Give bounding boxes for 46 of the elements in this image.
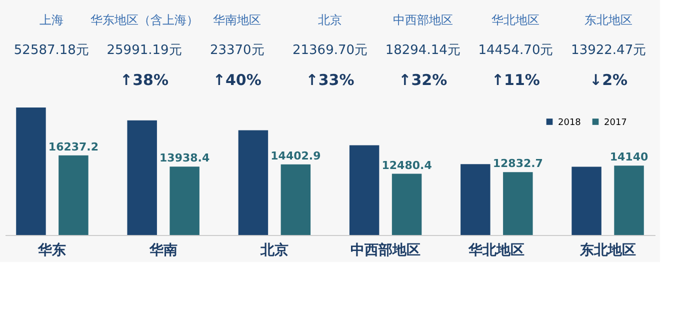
x-tick-label: 华东 bbox=[37, 242, 66, 258]
x-tick-label: 东北地区 bbox=[578, 242, 636, 258]
text: 东北地区 bbox=[584, 13, 633, 27]
bar bbox=[238, 130, 268, 235]
text: 14454.70元 bbox=[478, 43, 554, 58]
legend-label: 2017 bbox=[604, 118, 627, 128]
text: 华东地区（含上海） bbox=[90, 13, 198, 27]
data-label: 12832.7 bbox=[492, 157, 543, 170]
text: 中西部地区 bbox=[392, 13, 453, 27]
x-tick-label: 北京 bbox=[259, 242, 288, 258]
data-label: 13938.4 bbox=[160, 152, 210, 165]
text: 13922.47元 bbox=[571, 43, 646, 58]
bar bbox=[16, 108, 46, 235]
bar bbox=[58, 155, 88, 235]
x-tick-label: 华南 bbox=[148, 242, 178, 258]
bar bbox=[572, 166, 602, 235]
bar bbox=[392, 174, 422, 235]
legend-label: 2018 bbox=[558, 118, 582, 128]
text: 21369.70元 bbox=[292, 43, 368, 58]
text: ↓2% bbox=[590, 71, 628, 89]
text: ↑38% bbox=[120, 71, 169, 89]
text: 上海 bbox=[39, 13, 64, 27]
x-tick-label: 华北地区 bbox=[468, 242, 525, 258]
text: ↑32% bbox=[398, 71, 448, 89]
text: ↑40% bbox=[212, 71, 262, 89]
text: 华南地区 bbox=[213, 13, 262, 27]
text: 52587.18元 bbox=[14, 43, 89, 58]
text: 18294.14元 bbox=[385, 43, 460, 58]
text: 北京 bbox=[318, 13, 342, 27]
bar bbox=[170, 166, 200, 235]
text: ↑11% bbox=[491, 71, 540, 89]
text: 23370元 bbox=[210, 43, 264, 58]
data-label: 16237.2 bbox=[48, 140, 99, 154]
text: 华北地区 bbox=[492, 13, 540, 27]
bar bbox=[280, 164, 311, 235]
data-label: 14402.9 bbox=[270, 149, 321, 162]
bar bbox=[349, 145, 380, 235]
bar bbox=[614, 166, 644, 235]
text: ↑33% bbox=[306, 71, 354, 89]
bar bbox=[503, 172, 533, 235]
text: 25991.19元 bbox=[106, 43, 182, 58]
x-tick-label: 中西部地区 bbox=[350, 242, 421, 258]
bar bbox=[460, 164, 490, 235]
data-label: 14140 bbox=[610, 150, 648, 164]
bar bbox=[127, 120, 157, 235]
data-label: 12480.4 bbox=[382, 158, 432, 172]
